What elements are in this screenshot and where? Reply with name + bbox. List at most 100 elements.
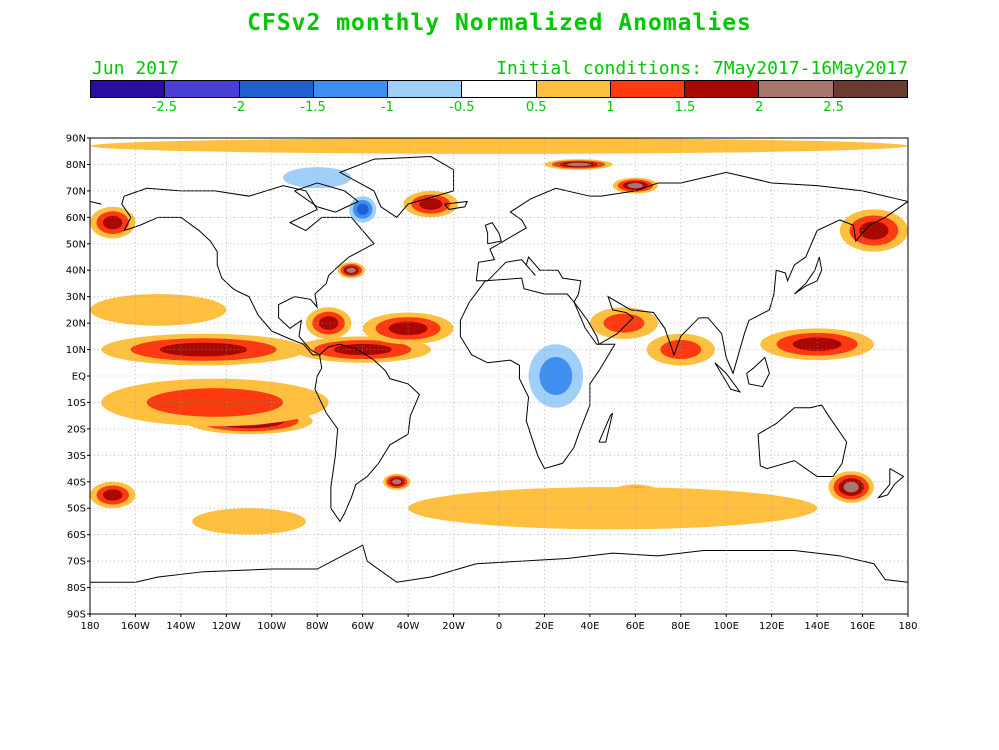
colorbar-segment [833, 81, 907, 97]
coastline [444, 200, 468, 210]
lon-tick-label: 40W [397, 621, 420, 632]
anomaly-contour [356, 203, 369, 216]
coastline [476, 201, 908, 375]
colorbar-segment [91, 81, 166, 97]
longitude-labels: 180 160W 140W 120W 100W 80W 60W 40W 20W 0 20E 40E 60… [80, 614, 918, 632]
coastline [484, 222, 502, 245]
coastline [757, 404, 848, 477]
coastline [121, 185, 375, 356]
lon-tick-label: 120W [212, 621, 241, 632]
anomaly-contour [102, 215, 123, 230]
coastline [90, 200, 102, 205]
anomaly-contour [539, 356, 573, 396]
lon-tick-label: 180 [898, 621, 917, 632]
lat-tick-label: 70S [67, 557, 86, 568]
coastline [714, 362, 742, 393]
anomaly-contour [392, 479, 402, 485]
colorbar-segment [239, 81, 314, 97]
anomaly-contour [419, 198, 443, 210]
lon-tick-label: 140E [804, 621, 829, 632]
lat-tick-label: 80S [67, 583, 86, 594]
lat-tick-label: 30S [67, 451, 86, 462]
lon-tick-label: 180 [80, 621, 99, 632]
lat-tick-label: 20N [66, 319, 86, 330]
anomaly-field [90, 138, 908, 535]
lat-tick-label: 50N [66, 239, 86, 250]
lon-tick-label: 60W [351, 621, 374, 632]
anomaly-contour [90, 138, 908, 154]
anomaly-contour [102, 489, 123, 501]
colorbar-segment [759, 81, 834, 97]
lat-tick-label: 40N [66, 266, 86, 277]
forecast-month: Jun 2017 [92, 58, 179, 79]
lat-tick-label: 80N [66, 160, 86, 171]
anomaly-contour [859, 221, 889, 240]
lat-tick-label: 90S [67, 610, 86, 621]
anomaly-contour [627, 182, 643, 189]
coastline [746, 356, 770, 388]
colorbar-tick-label: 2 [755, 100, 764, 115]
map-title: CFSv2 monthly Normalized Anomalies [247, 10, 752, 36]
lon-tick-label: 160E [850, 621, 875, 632]
colorbar-tick-label: -2 [232, 100, 246, 115]
anomaly-contour [603, 313, 645, 333]
anomaly-contour [843, 481, 859, 493]
anomaly-contour [90, 294, 227, 326]
lat-tick-label: 90N [66, 134, 86, 145]
anomaly-contour [159, 342, 248, 357]
coastline [459, 277, 616, 470]
lon-tick-label: 100E [714, 621, 739, 632]
anomaly-contour [346, 267, 356, 273]
lon-tick-label: 0 [496, 621, 502, 632]
colorbar-tick-label: -1 [380, 100, 394, 115]
colorbar-labels: -2.5 -2 -1.5 -1 -0.5 0.5 1 1.5 2 2.5 [90, 100, 908, 116]
latitude-labels: 90N 80N 70N 60N 50N 40N 30N 20N 10N EQ 10S 20S 30S 40… [66, 134, 90, 621]
colorbar-segment [610, 81, 686, 97]
lon-tick-label: 120E [759, 621, 784, 632]
lat-tick-label: 10S [67, 398, 86, 409]
colorbar-tick-label: -0.5 [449, 100, 475, 115]
lat-tick-label: 20S [67, 424, 86, 435]
colorbar-tick-label: 0.5 [525, 100, 547, 115]
lat-tick-label: 10N [66, 345, 86, 356]
coastline [475, 171, 908, 281]
lon-tick-label: 20W [442, 621, 465, 632]
anomaly-contour [792, 337, 842, 352]
colorbar-tick-label: -2.5 [151, 100, 178, 115]
colorbar-segment [313, 81, 389, 97]
lat-tick-label: 60S [67, 530, 86, 541]
coastline [314, 343, 421, 523]
colorbar-segment [388, 81, 463, 97]
lon-tick-label: 60E [626, 621, 645, 632]
lon-tick-label: 140W [166, 621, 195, 632]
colorbar-segment [165, 81, 240, 97]
anomaly-contour [388, 321, 428, 336]
anomaly-contour [283, 167, 352, 189]
colorbar-tick-label: 1 [606, 100, 615, 115]
lon-tick-label: 20E [535, 621, 554, 632]
lon-tick-label: 40E [580, 621, 599, 632]
coastline [794, 256, 823, 295]
colorbar-tick-label: -1.5 [300, 100, 326, 115]
lat-tick-label: 70N [66, 186, 86, 197]
lon-tick-label: 80E [671, 621, 690, 632]
lat-tick-label: 30N [66, 292, 86, 303]
coastline [338, 156, 455, 218]
lon-tick-label: 160W [121, 621, 150, 632]
anomaly-contour [408, 487, 818, 530]
anomaly-contour [192, 508, 306, 535]
colorbar-tick-label: 1.5 [674, 100, 696, 115]
colorbar-segment [536, 81, 611, 97]
colorbar-tick-label: 2.5 [823, 100, 844, 115]
anomaly-contour [318, 316, 339, 330]
lat-tick-label: EQ [72, 372, 86, 383]
lat-tick-label: 60N [66, 213, 86, 224]
lat-tick-label: 40S [67, 477, 86, 488]
lat-tick-label: 50S [67, 504, 86, 515]
lon-tick-label: 100W [257, 621, 286, 632]
colorbar-segment [462, 81, 537, 97]
gridlines [90, 138, 908, 614]
coastline [598, 412, 614, 443]
colorbar-segment [685, 81, 760, 97]
